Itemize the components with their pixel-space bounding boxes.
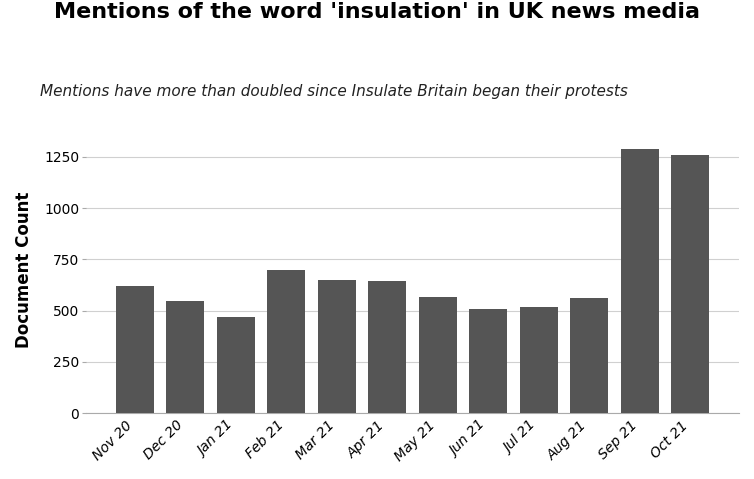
- Bar: [470, 308, 507, 413]
- Bar: [520, 307, 558, 413]
- Bar: [621, 148, 659, 413]
- Text: Mentions of the word 'insulation' in UK news media: Mentions of the word 'insulation' in UK …: [54, 2, 700, 23]
- Text: Mentions have more than doubled since Insulate Britain began their protests: Mentions have more than doubled since In…: [41, 83, 628, 99]
- Bar: [318, 280, 356, 413]
- Bar: [268, 270, 305, 413]
- Bar: [217, 317, 255, 413]
- Bar: [672, 155, 710, 413]
- Bar: [419, 297, 457, 413]
- Bar: [369, 281, 406, 413]
- Bar: [571, 298, 608, 413]
- Bar: [116, 286, 154, 413]
- Y-axis label: Document Count: Document Count: [15, 192, 33, 348]
- Bar: [167, 301, 204, 413]
